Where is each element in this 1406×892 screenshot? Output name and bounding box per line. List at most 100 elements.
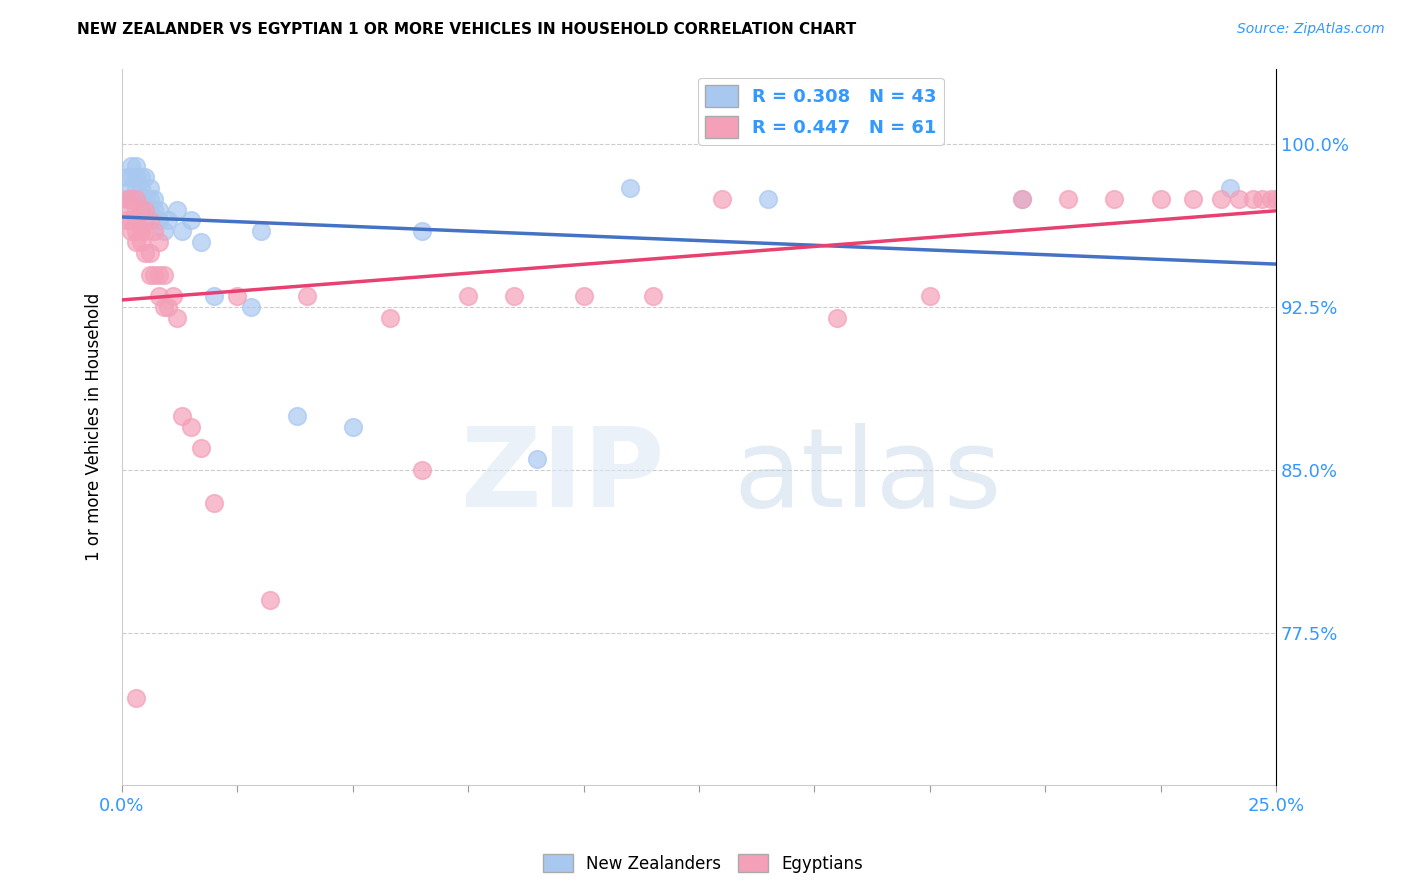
Point bbox=[148, 235, 170, 249]
Y-axis label: 1 or more Vehicles in Household: 1 or more Vehicles in Household bbox=[86, 293, 103, 561]
Point bbox=[166, 311, 188, 326]
Point bbox=[120, 159, 142, 173]
Point bbox=[1270, 192, 1292, 206]
Point bbox=[134, 213, 156, 227]
Point bbox=[1284, 192, 1306, 206]
Point bbox=[125, 690, 148, 705]
Point bbox=[125, 159, 148, 173]
Point bbox=[129, 181, 152, 195]
Point bbox=[1219, 181, 1241, 195]
Point bbox=[152, 300, 174, 314]
Point bbox=[148, 289, 170, 303]
Point bbox=[1278, 192, 1301, 206]
Point bbox=[202, 289, 225, 303]
Point bbox=[148, 268, 170, 282]
Point bbox=[143, 268, 166, 282]
Point bbox=[918, 289, 941, 303]
Point bbox=[1011, 192, 1033, 206]
Point bbox=[139, 213, 162, 227]
Point bbox=[120, 213, 142, 227]
Point bbox=[115, 213, 138, 227]
Point bbox=[129, 202, 152, 217]
Point bbox=[139, 181, 162, 195]
Point bbox=[166, 202, 188, 217]
Point bbox=[125, 192, 148, 206]
Point bbox=[143, 224, 166, 238]
Text: atlas: atlas bbox=[734, 424, 1002, 530]
Point bbox=[125, 235, 148, 249]
Point bbox=[152, 268, 174, 282]
Point bbox=[120, 192, 142, 206]
Point bbox=[125, 202, 148, 217]
Point bbox=[115, 169, 138, 184]
Point bbox=[295, 289, 318, 303]
Point bbox=[287, 409, 309, 423]
Point bbox=[202, 495, 225, 509]
Point bbox=[1181, 192, 1204, 206]
Point bbox=[641, 289, 664, 303]
Point bbox=[125, 213, 148, 227]
Point bbox=[526, 452, 548, 467]
Point bbox=[1011, 192, 1033, 206]
Point bbox=[711, 192, 734, 206]
Point bbox=[1265, 192, 1288, 206]
Point bbox=[134, 246, 156, 260]
Point bbox=[129, 224, 152, 238]
Point bbox=[457, 289, 479, 303]
Point bbox=[120, 181, 142, 195]
Point bbox=[125, 224, 148, 238]
Point bbox=[619, 181, 641, 195]
Point bbox=[170, 224, 193, 238]
Legend: R = 0.308   N = 43, R = 0.447   N = 61: R = 0.308 N = 43, R = 0.447 N = 61 bbox=[697, 78, 943, 145]
Point bbox=[139, 192, 162, 206]
Point bbox=[134, 224, 156, 238]
Point bbox=[1104, 192, 1126, 206]
Point bbox=[503, 289, 526, 303]
Point bbox=[139, 246, 162, 260]
Point bbox=[120, 192, 142, 206]
Point bbox=[148, 213, 170, 227]
Point bbox=[129, 192, 152, 206]
Point bbox=[378, 311, 401, 326]
Point bbox=[180, 213, 202, 227]
Point bbox=[115, 202, 138, 217]
Point bbox=[190, 442, 212, 456]
Legend: New Zealanders, Egyptians: New Zealanders, Egyptians bbox=[536, 847, 870, 880]
Point bbox=[120, 169, 142, 184]
Point bbox=[1209, 192, 1232, 206]
Point bbox=[249, 224, 271, 238]
Point bbox=[134, 202, 156, 217]
Point bbox=[572, 289, 595, 303]
Point bbox=[1057, 192, 1080, 206]
Point bbox=[157, 213, 180, 227]
Point bbox=[120, 224, 142, 238]
Point bbox=[134, 202, 156, 217]
Point bbox=[157, 300, 180, 314]
Text: ZIP: ZIP bbox=[461, 424, 665, 530]
Point bbox=[125, 192, 148, 206]
Point bbox=[115, 192, 138, 206]
Point bbox=[152, 224, 174, 238]
Point bbox=[125, 181, 148, 195]
Point bbox=[129, 202, 152, 217]
Point bbox=[115, 192, 138, 206]
Text: Source: ZipAtlas.com: Source: ZipAtlas.com bbox=[1237, 22, 1385, 37]
Point bbox=[129, 235, 152, 249]
Point bbox=[139, 202, 162, 217]
Point bbox=[1274, 192, 1296, 206]
Point bbox=[226, 289, 249, 303]
Point bbox=[342, 419, 364, 434]
Point bbox=[162, 289, 184, 303]
Text: NEW ZEALANDER VS EGYPTIAN 1 OR MORE VEHICLES IN HOUSEHOLD CORRELATION CHART: NEW ZEALANDER VS EGYPTIAN 1 OR MORE VEHI… bbox=[77, 22, 856, 37]
Point bbox=[1260, 192, 1282, 206]
Point bbox=[411, 463, 433, 477]
Point bbox=[1241, 192, 1264, 206]
Point bbox=[1227, 192, 1250, 206]
Point bbox=[143, 192, 166, 206]
Point bbox=[129, 169, 152, 184]
Point bbox=[1149, 192, 1171, 206]
Point bbox=[190, 235, 212, 249]
Point bbox=[125, 169, 148, 184]
Point bbox=[259, 593, 281, 607]
Point bbox=[134, 169, 156, 184]
